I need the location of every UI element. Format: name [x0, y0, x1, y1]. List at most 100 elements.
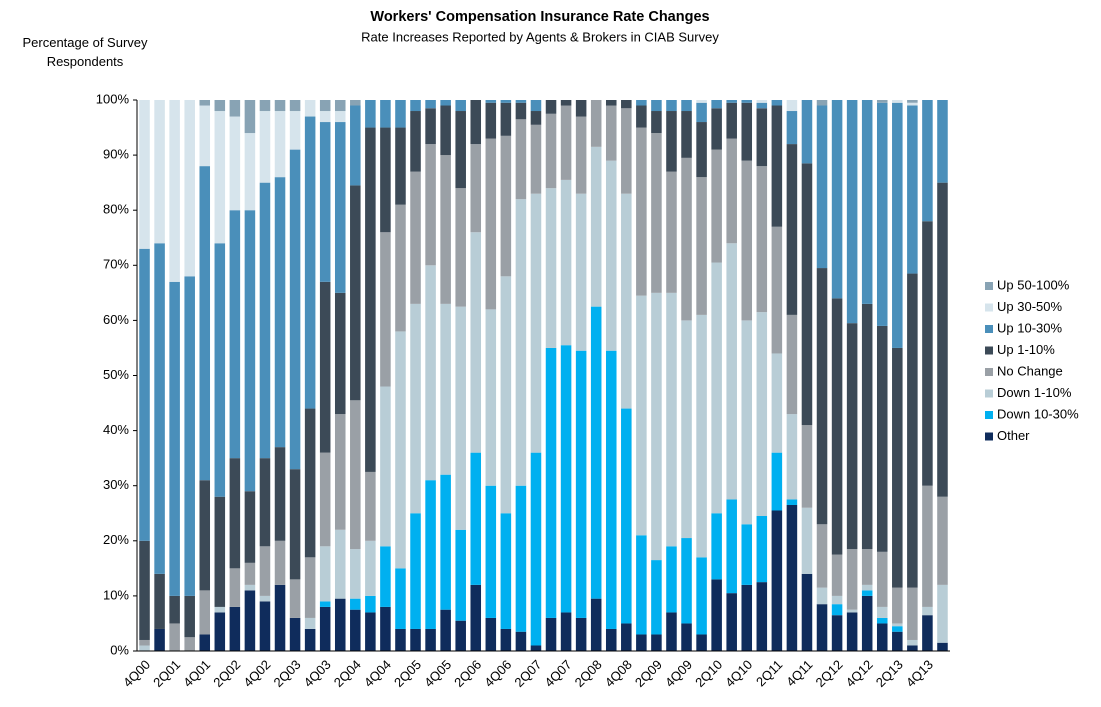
bar-segment — [530, 645, 542, 651]
bar-segment — [229, 100, 241, 117]
legend-swatch — [985, 411, 993, 419]
bar-segment — [199, 480, 211, 591]
bar-segment — [410, 628, 421, 651]
bar-segment — [696, 314, 707, 558]
bar-segment — [319, 281, 331, 453]
bar-segment — [169, 100, 180, 282]
bar-segment — [651, 560, 662, 635]
bar-segment — [726, 100, 737, 103]
legend-swatch — [985, 368, 993, 376]
bar-segment — [259, 595, 271, 602]
bar-segment — [771, 105, 783, 227]
bar-segment — [380, 546, 391, 607]
bar-segment — [380, 100, 391, 128]
bar-segment — [756, 166, 768, 313]
bar-segment — [831, 595, 843, 605]
bar-segment — [831, 554, 843, 596]
bar-segment — [530, 111, 542, 125]
x-tick-label: 2Q10 — [692, 657, 725, 690]
bar-segment — [214, 243, 226, 497]
bar-segment — [470, 584, 482, 651]
bar-segment — [229, 606, 241, 651]
bar-segment — [666, 292, 677, 547]
bar-segment — [259, 458, 271, 547]
bar-segment — [621, 408, 632, 624]
bar-segment — [350, 598, 361, 610]
bar-segment — [319, 546, 331, 602]
bar-segment — [334, 111, 346, 123]
bar-segment — [289, 100, 301, 112]
bar-segment — [560, 105, 572, 180]
bar-segment — [846, 549, 858, 610]
bar-segment — [922, 485, 933, 607]
x-tick-label: 2Q01 — [150, 657, 183, 690]
bar-segment — [184, 100, 195, 277]
x-tick-label: 4Q13 — [903, 657, 936, 690]
bar-segment — [319, 100, 331, 112]
bar-segment — [470, 452, 482, 585]
x-tick-label: 4Q03 — [301, 657, 334, 690]
bar-segment — [515, 631, 527, 651]
bar-segment — [621, 108, 632, 194]
bar-segment — [636, 535, 647, 635]
bar-segment — [410, 171, 421, 304]
bar-segment — [334, 529, 346, 599]
bar-segment — [425, 265, 436, 481]
bar-segment — [937, 182, 948, 497]
bar-segment — [696, 100, 707, 103]
bar-segment — [711, 149, 722, 263]
bar-segment — [229, 568, 241, 607]
bar-segment — [154, 243, 165, 574]
bar-segment — [575, 350, 587, 618]
bar-segment — [801, 100, 813, 164]
x-tick-label: 2Q02 — [210, 657, 243, 690]
bar-segment — [244, 133, 256, 211]
bar-segment — [816, 100, 828, 106]
bar-segment — [229, 210, 241, 459]
bar-segment — [214, 606, 226, 613]
bar-segment — [696, 102, 707, 123]
bar-segment — [892, 626, 903, 632]
y-axis-label: Percentage of Survey Respondents — [22, 35, 148, 69]
y-tick-label: 70% — [103, 257, 129, 272]
bar-segment — [756, 312, 768, 517]
bar-segment — [274, 540, 286, 585]
bar-segment — [244, 584, 256, 591]
bar-segment — [214, 612, 226, 651]
bar-segment — [545, 188, 557, 348]
bar-segment — [274, 584, 286, 651]
bar-segment — [380, 127, 391, 233]
bar-segment — [786, 314, 798, 415]
bar-segment — [545, 617, 557, 651]
bar-segment — [500, 276, 512, 514]
bar-segment — [319, 452, 331, 547]
bar-segment — [440, 100, 451, 106]
bar-segment — [741, 102, 753, 161]
bar-segment — [816, 105, 828, 269]
bar-segment — [350, 609, 361, 651]
bar-segment — [169, 595, 180, 624]
bar-segment — [605, 628, 617, 651]
bar-segment — [846, 323, 858, 550]
bar-segment — [771, 510, 783, 651]
bar-segment — [636, 127, 647, 296]
bar-segment — [892, 631, 903, 651]
bar-segment — [786, 414, 798, 500]
bar-segment — [515, 100, 527, 103]
bar-segment — [801, 573, 813, 651]
bar-segment — [756, 108, 768, 167]
bar-segment — [651, 111, 662, 134]
bar-segment — [274, 111, 286, 178]
bar-segment — [801, 425, 813, 508]
bar-segment — [334, 598, 346, 651]
chart-subtitle: Rate Increases Reported by Agents & Brok… — [361, 29, 719, 44]
bar-segment — [937, 496, 948, 585]
bar-segment — [410, 100, 421, 112]
x-tick-label: 4Q06 — [481, 657, 514, 690]
x-tick-label: 2Q11 — [753, 657, 785, 689]
bar-segment — [741, 160, 753, 321]
bar-segment — [350, 100, 361, 106]
bar-segment — [515, 199, 527, 486]
bar-segment — [786, 144, 798, 315]
bar-segment — [560, 179, 572, 346]
